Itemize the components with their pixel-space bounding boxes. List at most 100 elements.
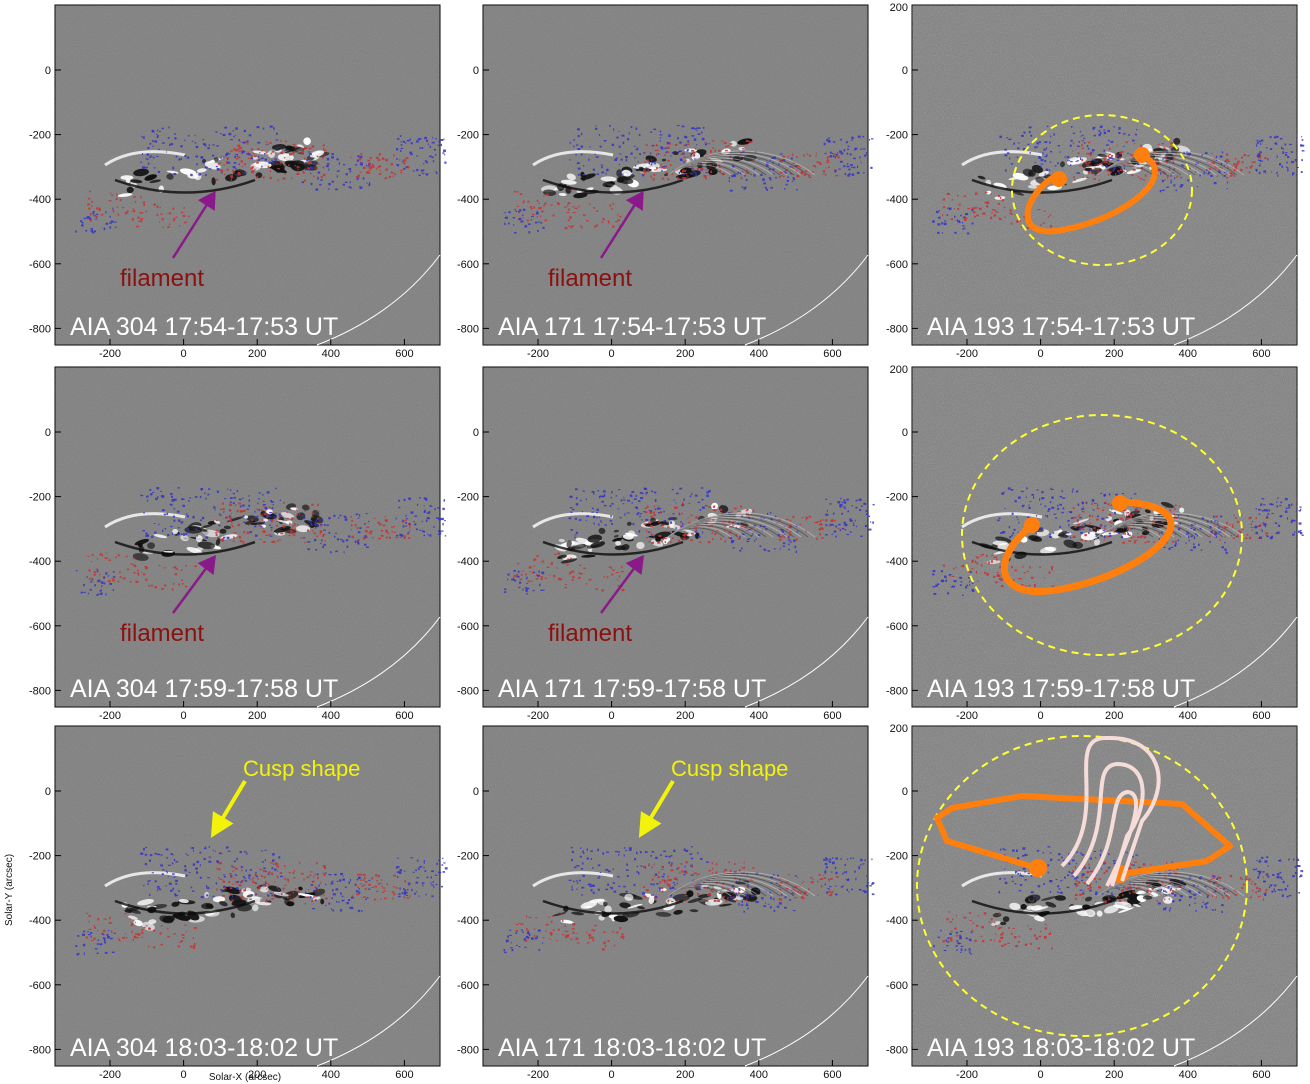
- polarity-contour: [246, 508, 249, 510]
- polarity-contour: [440, 139, 444, 141]
- polarity-contour: [1137, 163, 1140, 166]
- polarity-contour: [819, 163, 822, 166]
- polarity-contour: [1288, 895, 1290, 898]
- polarity-contour: [1213, 882, 1215, 885]
- polarity-contour: [311, 900, 314, 903]
- polarity-contour: [834, 170, 837, 173]
- polarity-contour: [1083, 137, 1086, 139]
- polarity-contour: [796, 174, 800, 178]
- polarity-contour: [1116, 144, 1118, 146]
- polarity-contour: [1216, 175, 1218, 177]
- polarity-contour: [273, 516, 276, 519]
- polarity-contour: [556, 567, 558, 569]
- polarity-contour: [414, 892, 417, 895]
- x-tick-label: 400: [322, 1069, 340, 1081]
- polarity-contour: [651, 161, 654, 164]
- polarity-contour: [102, 933, 105, 936]
- polarity-contour: [433, 526, 435, 528]
- polarity-contour: [1240, 514, 1243, 517]
- polarity-contour: [311, 167, 314, 169]
- polarity-contour: [1072, 535, 1076, 538]
- polarity-contour: [1043, 210, 1046, 212]
- polarity-contour: [1087, 171, 1091, 174]
- polarity-contour: [955, 914, 957, 917]
- polarity-contour: [852, 857, 855, 859]
- polarity-contour: [273, 868, 277, 871]
- polarity-contour: [405, 522, 407, 524]
- polarity-contour: [409, 526, 411, 529]
- polarity-contour: [731, 175, 735, 178]
- polarity-contour: [1301, 150, 1305, 152]
- polarity-contour: [229, 503, 232, 506]
- polarity-contour: [684, 871, 688, 874]
- polarity-contour: [1256, 859, 1258, 861]
- polarity-contour: [323, 153, 325, 156]
- polarity-contour: [799, 166, 801, 169]
- polarity-contour: [238, 502, 241, 505]
- polarity-contour: [88, 914, 91, 917]
- polarity-contour: [746, 508, 749, 511]
- polarity-contour: [369, 165, 373, 169]
- polarity-contour: [307, 876, 310, 878]
- polarity-contour: [991, 212, 993, 214]
- polarity-contour: [351, 535, 355, 539]
- polarity-contour: [1126, 851, 1128, 854]
- polarity-contour: [605, 172, 607, 175]
- polarity-contour: [233, 162, 237, 164]
- polarity-contour: [1264, 893, 1267, 896]
- polarity-contour: [1221, 904, 1224, 907]
- polarity-contour: [833, 530, 837, 533]
- polarity-contour: [1225, 550, 1227, 552]
- polarity-contour: [569, 495, 572, 498]
- polarity-contour: [824, 858, 827, 861]
- polarity-contour: [716, 881, 719, 883]
- polarity-contour: [1219, 888, 1222, 889]
- polarity-contour: [1217, 523, 1219, 526]
- solar-limb: [744, 254, 869, 346]
- polarity-contour: [177, 527, 180, 529]
- polarity-contour: [1009, 157, 1011, 160]
- polarity-contour: [994, 209, 996, 212]
- polarity-contour: [510, 941, 512, 944]
- polarity-contour: [342, 183, 345, 186]
- polarity-contour: [667, 526, 670, 529]
- polarity-contour: [845, 871, 848, 874]
- polarity-contour: [666, 141, 670, 145]
- polarity-contour: [943, 564, 945, 567]
- polarity-contour: [591, 929, 593, 931]
- polarity-contour: [1174, 517, 1178, 519]
- polarity-contour: [395, 517, 397, 520]
- polarity-contour: [990, 216, 993, 220]
- polarity-contour: [384, 176, 387, 180]
- polarity-contour: [1097, 164, 1100, 166]
- polarity-contour: [1089, 870, 1093, 873]
- polarity-contour: [421, 172, 425, 174]
- polarity-contour: [1088, 514, 1091, 517]
- polarity-contour: [1240, 168, 1243, 172]
- polarity-contour: [945, 939, 948, 942]
- polarity-contour: [407, 532, 410, 534]
- polarity-contour: [368, 169, 371, 171]
- polarity-contour: [1291, 160, 1295, 164]
- polarity-contour: [504, 222, 506, 225]
- x-tick-label: 200: [1105, 348, 1123, 360]
- polarity-contour: [1279, 505, 1282, 507]
- polarity-contour: [203, 858, 206, 861]
- polarity-contour: [304, 541, 306, 544]
- polarity-contour: [411, 888, 413, 891]
- polarity-contour: [572, 923, 576, 926]
- polarity-contour: [1266, 873, 1269, 875]
- polarity-contour: [344, 518, 348, 521]
- polarity-contour: [570, 226, 573, 229]
- polarity-contour: [588, 578, 592, 581]
- polarity-contour: [719, 508, 723, 511]
- polarity-contour: [932, 570, 935, 573]
- polarity-contour: [85, 229, 88, 232]
- polarity-contour: [1155, 163, 1159, 166]
- polarity-contour: [681, 125, 685, 128]
- polarity-contour: [94, 948, 98, 950]
- polarity-contour: [615, 221, 618, 223]
- y-tick-label: -800: [29, 323, 51, 335]
- polarity-contour: [245, 869, 247, 872]
